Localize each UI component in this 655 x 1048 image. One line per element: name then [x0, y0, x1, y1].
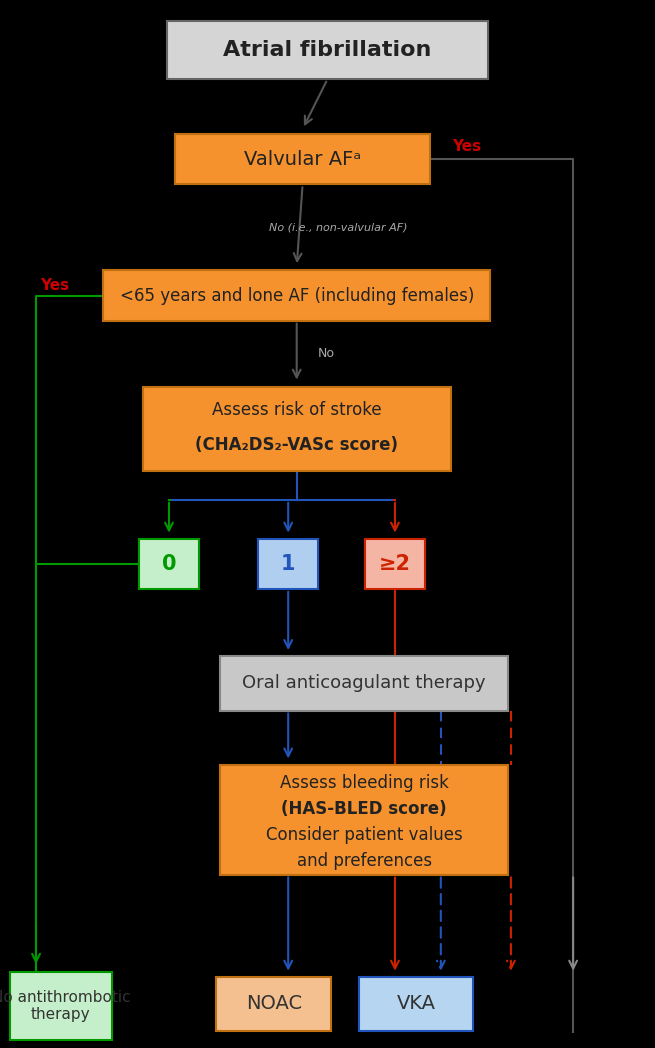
- Text: ≥2: ≥2: [379, 553, 411, 574]
- FancyBboxPatch shape: [216, 977, 331, 1031]
- Text: and preferences: and preferences: [297, 852, 432, 871]
- Text: 1: 1: [281, 553, 295, 574]
- Text: Consider patient values: Consider patient values: [266, 826, 462, 845]
- Text: No: No: [318, 347, 335, 361]
- Text: VKA: VKA: [396, 995, 436, 1013]
- FancyBboxPatch shape: [220, 656, 508, 711]
- FancyBboxPatch shape: [220, 765, 508, 874]
- FancyBboxPatch shape: [167, 21, 488, 80]
- FancyBboxPatch shape: [258, 539, 318, 589]
- Text: Assess risk of stroke: Assess risk of stroke: [212, 400, 381, 419]
- Text: Yes: Yes: [452, 139, 481, 154]
- Text: No antithrombotic
therapy: No antithrombotic therapy: [0, 990, 130, 1022]
- Text: (CHA₂DS₂-VASc score): (CHA₂DS₂-VASc score): [195, 436, 398, 455]
- Text: (HAS-BLED score): (HAS-BLED score): [282, 800, 447, 818]
- FancyBboxPatch shape: [139, 539, 199, 589]
- Text: Yes: Yes: [40, 278, 69, 292]
- FancyBboxPatch shape: [143, 387, 451, 471]
- FancyBboxPatch shape: [10, 973, 111, 1040]
- Text: Oral anticoagulant therapy: Oral anticoagulant therapy: [242, 674, 486, 693]
- Text: NOAC: NOAC: [246, 995, 302, 1013]
- Text: No (i.e., non-valvular AF): No (i.e., non-valvular AF): [269, 222, 408, 233]
- Text: Atrial fibrillation: Atrial fibrillation: [223, 40, 432, 61]
- Text: Assess bleeding risk: Assess bleeding risk: [280, 773, 449, 792]
- Text: <65 years and lone AF (including females): <65 years and lone AF (including females…: [119, 286, 474, 305]
- FancyBboxPatch shape: [359, 977, 473, 1031]
- FancyBboxPatch shape: [365, 539, 425, 589]
- FancyBboxPatch shape: [103, 270, 490, 321]
- Text: Valvular AFᵃ: Valvular AFᵃ: [244, 150, 361, 169]
- FancyBboxPatch shape: [175, 134, 430, 184]
- Text: 0: 0: [162, 553, 176, 574]
